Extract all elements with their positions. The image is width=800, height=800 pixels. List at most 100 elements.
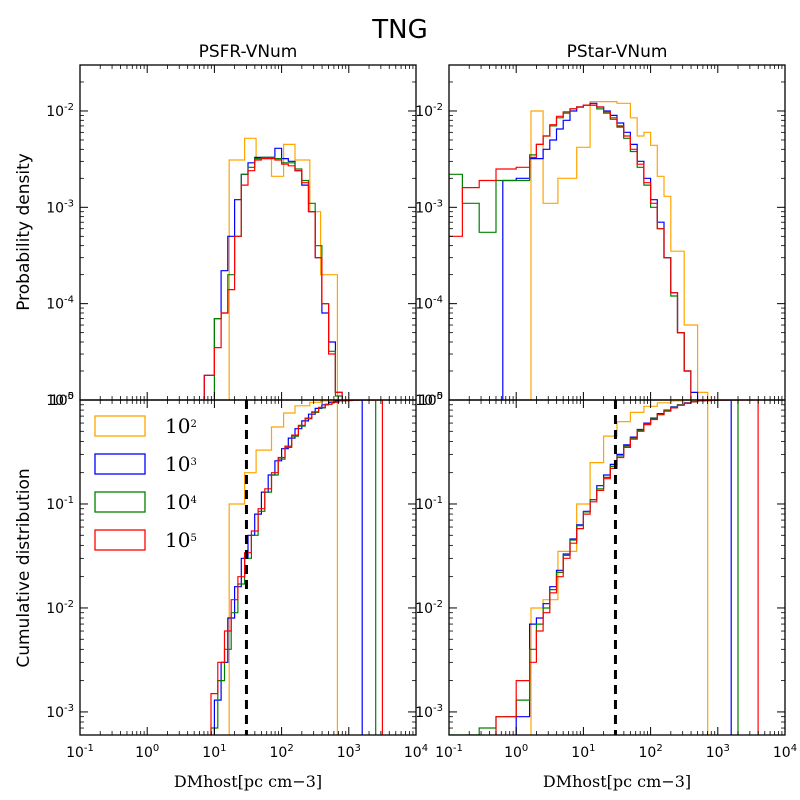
legend-label-2-base: 10 <box>165 452 190 476</box>
panel-2-xtick-label-base: 10 <box>706 745 724 761</box>
panel-1-xtick-label-base: 10 <box>202 745 220 761</box>
panel-1-cdf-ytick-label-exp: -3 <box>64 703 74 714</box>
panel-1-pdf-ytick-label: 10-2 <box>46 102 74 120</box>
panel-1-xtick-label-base: 10 <box>135 745 153 761</box>
panel-2-xtick-label-base: 10 <box>504 745 522 761</box>
legend-label-1-exp: 2 <box>190 419 196 430</box>
panel-1-cdf-ytick-label-exp: -2 <box>64 599 74 610</box>
panel-1-pdf-ytick-label-exp: -4 <box>64 295 74 306</box>
panel-2-xtick-label-exp: 0 <box>522 743 528 754</box>
panel-1-xtick-label: 101 <box>202 743 226 761</box>
panel-2-cdf-ytick-label-base: 10 <box>415 705 433 721</box>
panel-1-pdf-series-10e2 <box>228 137 338 400</box>
panel-1-cdf-ytick-label: 10-3 <box>46 703 74 721</box>
panel-1-xtick-label: 104 <box>404 743 428 761</box>
legend-label-4-exp: 5 <box>190 533 196 544</box>
panel-2-cdf-ytick-label-base: 10 <box>415 601 433 617</box>
panel-1-cdf-ytick-label-base: 10 <box>46 601 64 617</box>
panel-1-pdf-frame <box>79 64 417 401</box>
panel-1-pdf-ytick-label-base: 10 <box>46 104 64 120</box>
panel-1-xtick-label-exp: 4 <box>422 743 428 754</box>
figure-title: TNG <box>371 15 427 45</box>
panel-title-right: PStar-VNum <box>567 42 668 62</box>
legend-label-3-base: 10 <box>165 490 190 514</box>
panel-2-pdf-ytick-label: 10-2 <box>415 102 443 120</box>
panel-1-cdf-ytick-label-exp: -1 <box>64 495 74 506</box>
panel-1-xtick-label-exp: 1 <box>220 743 226 754</box>
legend-swatch-4 <box>94 529 146 551</box>
legend-label-4: 105 <box>165 528 197 552</box>
panel-2-pdf-ytick-label-base: 10 <box>415 200 433 216</box>
panel-2-xtick-label-exp: -1 <box>453 743 463 754</box>
panel-1-xtick-label: 10-1 <box>66 743 94 761</box>
panel-2-cdf-series-10e4 <box>449 400 739 735</box>
panel-1-xtick-label-exp: 0 <box>153 743 159 754</box>
panel-2-cdf-ytick-label: 10-1 <box>415 495 443 513</box>
legend-label-1: 102 <box>165 414 197 438</box>
panel-2-cdf-ytick-label-base: 10 <box>415 497 433 513</box>
panel-1-pdf-ytick-label-exp: -2 <box>64 102 74 113</box>
panel-2-xtick-label-base: 10 <box>773 745 791 761</box>
panel-2-pdf-ytick-label: 10-3 <box>415 198 443 216</box>
panel-2-pdf-ytick-label-exp: -4 <box>433 295 443 306</box>
panel-2-cdf-series-10e5 <box>495 400 759 735</box>
legend-swatch-2 <box>94 453 146 475</box>
y-label-cdf: Cumulative distribution <box>14 468 34 667</box>
panel-1-cdf-frame <box>79 399 417 736</box>
legend-swatch-3 <box>94 491 146 513</box>
panel-2-xtick-label-base: 10 <box>571 745 589 761</box>
x-label-left: DMhost[pc cm−3] <box>174 772 322 791</box>
panel-1-pdf-ytick-label-base: 10 <box>46 200 64 216</box>
panel-1-pdf-series-10e3 <box>203 147 343 400</box>
panel-1-cdf-ytick-label-base: 10 <box>50 393 68 409</box>
panel-1-xtick-label-exp: -1 <box>84 743 94 754</box>
panel-1-cdf-ytick-label: 10-1 <box>46 495 74 513</box>
panel-2-pdf-ytick-label: 10-4 <box>415 295 443 313</box>
panel-1-xtick-label: 100 <box>135 743 159 761</box>
panel-1-cdf-ytick-label-exp: 0 <box>68 391 74 402</box>
legend-label-4-base: 10 <box>165 528 190 552</box>
panel-1-xtick-label: 103 <box>337 743 361 761</box>
panel-1-cdf-series-10e2 <box>228 400 338 735</box>
panel-2-cdf-ytick-label-exp: -3 <box>433 703 443 714</box>
panel-1-xtick-label-base: 10 <box>404 745 422 761</box>
panel-2-pdf-ytick-label-exp: -5 <box>433 391 443 402</box>
panel-1-xtick-label-exp: 2 <box>287 743 293 754</box>
panel-1-xtick-label-base: 10 <box>269 745 287 761</box>
panel-2-xtick-label: 10-1 <box>435 743 463 761</box>
panel-2-pdf-ytick-label-base: 10 <box>415 104 433 120</box>
panel-1-xtick-label-exp: 3 <box>355 743 361 754</box>
panel-1-cdf-ytick-label-base: 10 <box>46 705 64 721</box>
panel-2-cdf-ytick-label: 10-2 <box>415 599 443 617</box>
panel-1-cdf-series-10e3 <box>213 400 363 735</box>
panel-2-xtick-label-base: 10 <box>638 745 656 761</box>
panel-2-xtick-label: 100 <box>504 743 528 761</box>
panel-2-xtick-label-base: 10 <box>435 745 453 761</box>
y-label-pdf: Probability density <box>14 153 34 311</box>
legend-label-2: 103 <box>165 452 197 476</box>
panel-1-cdf-series-10e5 <box>210 400 383 735</box>
panel-title-left: PSFR-VNum <box>199 42 298 62</box>
panel-2-xtick-label: 101 <box>571 743 595 761</box>
panel-1-xtick-label: 102 <box>269 743 293 761</box>
legend-label-2-exp: 3 <box>190 457 196 468</box>
panel-1-pdf-ytick-label: 10-3 <box>46 198 74 216</box>
panel-1-pdf-series-10e4 <box>213 156 343 400</box>
panel-2-xtick-label: 104 <box>773 743 797 761</box>
panel-1-pdf-ytick-label-exp: -5 <box>64 391 74 402</box>
panel-2-cdf-ytick-label: 100 <box>419 391 443 409</box>
panel-1-pdf-ytick-label-base: 10 <box>46 393 64 409</box>
x-label-right: DMhost[pc cm−3] <box>543 772 691 791</box>
legend-swatch-1 <box>94 415 146 437</box>
panel-2-pdf-ytick-label: 10-5 <box>415 391 443 409</box>
legend-label-1-base: 10 <box>165 414 190 438</box>
legend <box>94 415 146 551</box>
panel-2-pdf-ytick-label-exp: -3 <box>433 198 443 209</box>
panel-1-cdf-ytick-label-base: 10 <box>46 497 64 513</box>
legend-label-3: 104 <box>165 490 197 514</box>
panel-2-pdf-series-10e5 <box>449 104 692 400</box>
panel-1-pdf-ytick-label: 10-4 <box>46 295 74 313</box>
panel-2-xtick-label: 102 <box>638 743 662 761</box>
panel-2-pdf-ytick-label-base: 10 <box>415 297 433 313</box>
